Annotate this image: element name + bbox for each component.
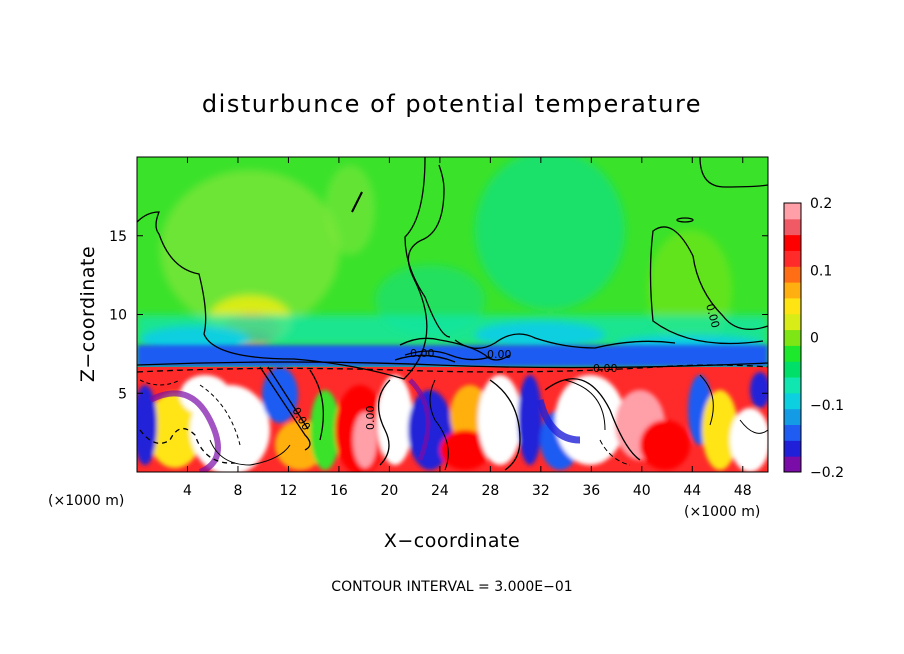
contour-label: 0.00 — [364, 406, 377, 431]
colorbar-cell — [784, 234, 801, 251]
x-tick-label: 16 — [330, 483, 348, 499]
colorbar-tick-label: 0.2 — [810, 196, 832, 212]
colorbar-cell — [784, 329, 801, 346]
colorbar-cell — [784, 282, 801, 299]
y-tick-label: 15 — [109, 229, 127, 245]
colorbar-tick-label: 0 — [810, 331, 819, 347]
y-tick-label: 5 — [118, 386, 127, 402]
x-tick-label: 48 — [734, 483, 752, 499]
y-axis-label: Z−coordinate — [77, 246, 99, 382]
chart-title: disturbunce of potential temperature — [202, 90, 702, 118]
colorbar-cell — [784, 361, 801, 378]
x-tick-label: 32 — [532, 483, 550, 499]
colorbar-cells — [784, 203, 801, 473]
contour-label: 0.00 — [410, 347, 435, 360]
colorbar-cell — [784, 297, 801, 315]
x-axis-label: X−coordinate — [384, 530, 520, 552]
colorbar-tick-label: −0.1 — [810, 398, 844, 414]
colorbar-cell — [784, 377, 801, 394]
colorbar-cell — [784, 408, 801, 426]
x-tick-label: 4 — [183, 483, 192, 499]
x-tick-label: 44 — [683, 483, 701, 499]
x-axis-unit: (×1000 m) — [684, 504, 760, 520]
x-tick-label: 40 — [633, 483, 651, 499]
x-tick-label: 28 — [481, 483, 499, 499]
colorbar-cell — [784, 266, 801, 283]
colorbar-cell — [784, 218, 801, 236]
colorbar-tick-label: 0.1 — [810, 263, 832, 279]
colorbar-ticks: 0.2 0.1 0 −0.1 −0.2 — [810, 196, 844, 481]
colorbar-cell — [784, 440, 801, 457]
contour-label: 0.00 — [593, 362, 618, 375]
y-axis-unit: (×1000 m) — [48, 493, 124, 509]
colorbar-cell — [784, 203, 801, 220]
plot-area — [137, 157, 768, 472]
x-tick-label: 24 — [431, 483, 449, 499]
y-tick-label: 10 — [109, 308, 127, 324]
colorbar-cell — [784, 456, 801, 473]
contour-interval-note: CONTOUR INTERVAL = 3.000E−01 — [331, 579, 572, 595]
colorbar-tick-label: −0.2 — [810, 465, 844, 481]
lower-field — [137, 367, 768, 472]
colorbar-cell — [784, 345, 801, 362]
colorbar-cell — [784, 313, 801, 331]
x-tick-label: 8 — [233, 483, 242, 499]
x-tick-label: 36 — [582, 483, 600, 499]
x-tick-label: 12 — [280, 483, 298, 499]
colorbar-frame — [783, 202, 802, 473]
x-tick-label: 20 — [380, 483, 398, 499]
contour-label: 0.00 — [487, 348, 512, 361]
contour-label: 0.00 — [703, 302, 722, 329]
colorbar: 0.2 0.1 0 −0.1 −0.2 — [783, 196, 844, 481]
colorbar-cell — [784, 392, 801, 410]
contour-lines — [137, 157, 768, 471]
colorbar-cell — [784, 250, 801, 267]
colorbar-cell — [784, 424, 801, 441]
